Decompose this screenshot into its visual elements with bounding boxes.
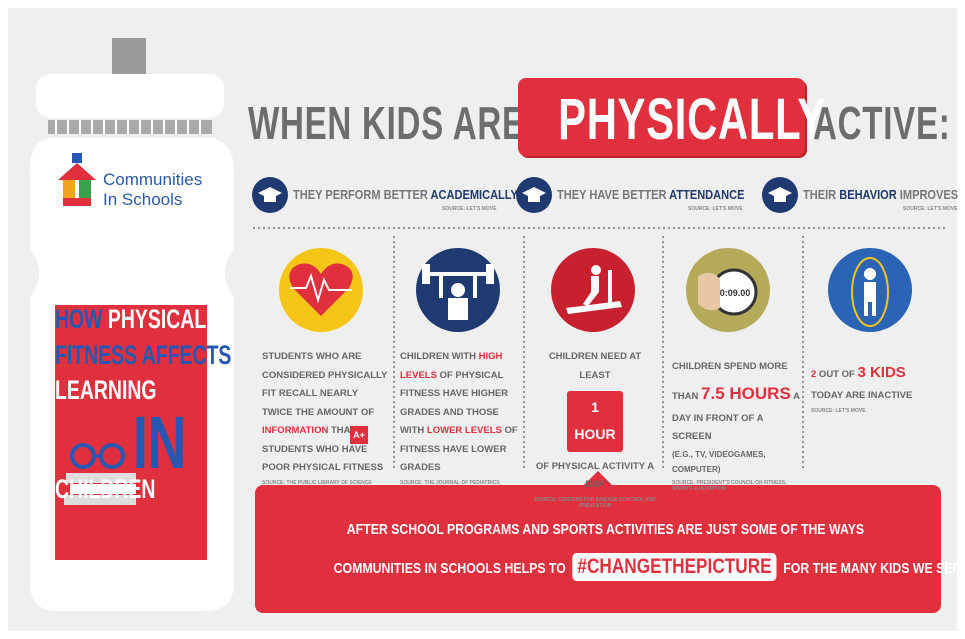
fact: CHILDREN SPEND MORE THAN 7.5 HOURS A DAY… <box>672 358 800 492</box>
ridge-lines <box>55 120 201 134</box>
text-segment: THEIR <box>803 187 840 202</box>
logo: Communities In Schools <box>103 170 202 209</box>
text-segment: 7.5 HOURS <box>701 383 791 403</box>
text-segment: BEHAVIOR <box>839 187 897 202</box>
source: SOURCE: CENTERS FOR DISEASE CONTROL AND … <box>534 496 656 509</box>
text-segment: 2 <box>811 369 817 380</box>
fact-text: CHILDREN NEED AT LEAST 1 HOUR OF PHYSICAL … <box>533 348 657 495</box>
title-line: FITNESS AFFECTS <box>55 340 231 371</box>
benefit: THEY HAVE BETTER ATTENDANCE <box>557 187 744 202</box>
text-segment: CHILDREN NEED AT LEAST <box>548 351 642 381</box>
text-segment: OUT OF <box>816 369 858 380</box>
grad-cap-shapes <box>258 187 792 202</box>
text-segment: LEARNING <box>55 375 157 406</box>
fact-text: STUDENTS WHO ARE CONSIDERED PHYSICALLY F… <box>262 348 388 478</box>
fact-text: CHILDREN WITH HIGH LEVELS OF PHYSICAL FI… <box>400 348 520 478</box>
bottle-label <box>55 305 207 560</box>
bottle-ridges <box>48 120 212 134</box>
text-segment: FOR THE MANY KIDS WE SERVE <box>779 560 965 577</box>
header-text: WHEN KIDS ARE <box>248 97 525 149</box>
text-segment: THEY PERFORM BETTER <box>293 187 431 202</box>
bottle-top <box>36 74 224 118</box>
text-segment: COMMUNITIES IN SCHOOLS HELPS TO <box>333 560 570 577</box>
source: SOURCE: LET'S MOVE <box>811 407 866 414</box>
text-segment: THAN STUDENTS WHO HAVE POOR PHYSICAL FIT… <box>262 425 384 474</box>
text-segment: OF FITNESS HAVE LOWER GRADES <box>400 425 518 474</box>
jump-rope-icon <box>851 257 889 327</box>
bottle-title: HOW PHYSICAL FITNESS AFFECTS LEARNING IN… <box>55 304 231 511</box>
text-segment: PHYSICAL <box>102 304 207 334</box>
graphics: 0:09.00 <box>29 38 948 613</box>
source: SOURCE: THE JOURNAL OF PEDIATRICS <box>400 479 500 486</box>
fact-text: 2 OUT OF 3 KIDS TODAY ARE INACTIVE <box>811 358 937 406</box>
text-segment: CHILDREN <box>55 473 156 504</box>
banner-notch <box>583 471 613 486</box>
banner-text: COMMUNITIES IN SCHOOLS HELPS TO #CHANGET… <box>334 553 965 581</box>
text-segment: OF PHYSICAL ACTIVITY A DAY <box>535 460 655 491</box>
text-segment: CHILDREN SPEND MORE THAN <box>672 361 788 402</box>
title-line: IN <box>133 406 186 480</box>
benefit: THEIR BEHAVIOR IMPROVES <box>803 187 958 202</box>
fact: CHILDREN NEED AT LEAST 1 HOUR OF PHYSICAL … <box>533 348 657 509</box>
text-segment: A DAY IN FRONT OF A SCREEN <box>672 390 800 443</box>
clock-text: 0:09.00 <box>720 288 751 298</box>
fact-text: CHILDREN SPEND MORE THAN 7.5 HOURS A DAY… <box>672 358 800 478</box>
benefit: THEY PERFORM BETTER ACADEMICALLY <box>293 187 518 202</box>
fact: CHILDREN WITH HIGH LEVELS OF PHYSICAL FI… <box>400 348 520 486</box>
logo-icon <box>58 153 96 206</box>
text-segment: TODAY ARE INACTIVE <box>811 390 913 402</box>
banner-text: AFTER SCHOOL PROGRAMS AND SPORTS ACTIVIT… <box>346 521 865 538</box>
separators <box>253 227 948 468</box>
text-segment: STUDENTS WHO ARE CONSIDERED PHYSICALLY F… <box>262 351 388 418</box>
text-segment: THEY HAVE BETTER <box>557 187 670 202</box>
glasses-books-icon <box>64 443 136 505</box>
header-highlight-box: PHYSICALLY <box>518 78 827 156</box>
source: SOURCE: LET'S MOVE <box>442 206 497 212</box>
fact: STUDENTS WHO ARE CONSIDERED PHYSICALLY F… <box>262 348 388 486</box>
text-segment: CHILDREN WITH <box>400 351 479 362</box>
text-segment: HOW <box>55 304 103 334</box>
grade-badge: A+ <box>350 426 368 444</box>
title-line: HOW PHYSICAL <box>55 304 206 335</box>
text-segment: ACADEMICALLY <box>430 187 518 202</box>
source: SOURCE: LET'S MOVE <box>903 206 958 212</box>
text-segment: HIGH LEVELS <box>400 351 503 381</box>
fact: 2 OUT OF 3 KIDS TODAY ARE INACTIVE SOURC… <box>811 358 937 414</box>
bottle-cap <box>112 38 146 78</box>
source: SOURCE: PRESIDENT'S COUNCIL ON FITNESS, … <box>672 479 787 492</box>
text-segment: LOWER LEVELS <box>426 425 502 437</box>
logo-text: In Schools <box>103 189 183 209</box>
text-segment: IN <box>133 401 187 485</box>
banner-line: COMMUNITIES IN SCHOOLS HELPS TO #CHANGET… <box>263 553 965 581</box>
text-segment: 1 HOUR <box>567 391 623 452</box>
text-segment: ATTENDANCE <box>669 187 745 202</box>
title-line: LEARNING <box>55 376 164 406</box>
text-segment: FITNESS AFFECTS <box>55 339 232 370</box>
weightlifter-icon <box>422 264 494 320</box>
text-segment: IMPROVES <box>896 187 959 202</box>
header-text: ACTIVE: <box>813 97 951 149</box>
text-segment: OF PHYSICAL FITNESS HAVE HIGHER GRADES A… <box>400 369 509 437</box>
banner-line: AFTER SCHOOL PROGRAMS AND SPORTS ACTIVIT… <box>263 521 948 538</box>
title-line: CHILDREN <box>55 473 164 505</box>
pulse-icon <box>290 273 352 304</box>
banner <box>255 485 941 613</box>
source: SOURCE: LET'S MOVE <box>688 206 743 212</box>
text-segment: INFORMATION <box>262 425 329 437</box>
source: SOURCE: THE PUBLIC LIBRARY OF SCIENCE <box>262 479 372 486</box>
treadmill-icon <box>566 265 622 314</box>
text-segment: 3 KIDS <box>857 364 906 381</box>
text-segment: (E.G., TV, VIDEOGAMES, COMPUTER) <box>672 449 766 475</box>
hand-icon <box>698 272 720 311</box>
logo-text: Communities <box>103 170 203 189</box>
infographic: 0:09.00 Communities In Schools HOW PHYSI… <box>8 8 965 631</box>
header-highlight: PHYSICALLY <box>558 87 827 152</box>
text-segment: #CHANGETHEPICTURE <box>572 553 777 581</box>
